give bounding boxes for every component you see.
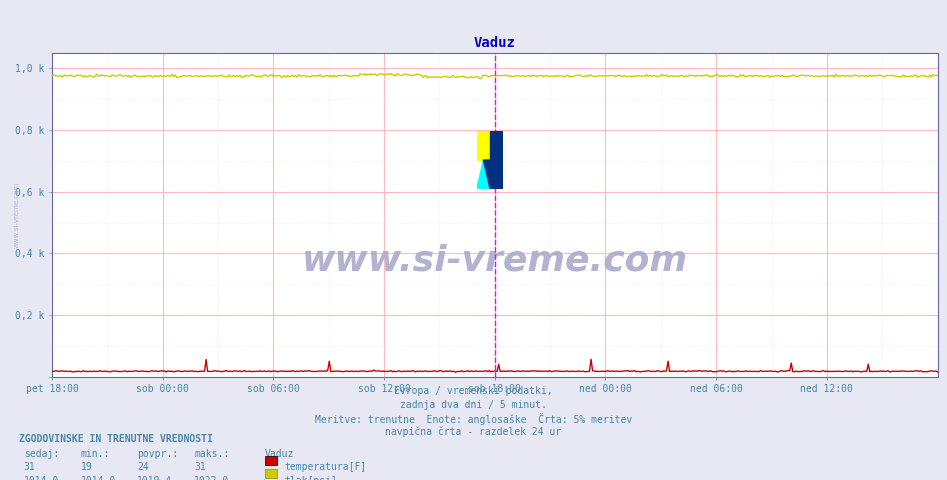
Text: 1022,0: 1022,0 [194, 476, 229, 480]
Text: min.:: min.: [80, 449, 110, 459]
Text: 24: 24 [137, 462, 149, 472]
Text: 1014,0: 1014,0 [24, 476, 59, 480]
Polygon shape [491, 131, 504, 160]
Text: povpr.:: povpr.: [137, 449, 178, 459]
Text: maks.:: maks.: [194, 449, 229, 459]
Text: zadnja dva dni / 5 minut.: zadnja dva dni / 5 minut. [400, 400, 547, 410]
Text: Vaduz: Vaduz [265, 449, 295, 459]
Text: 1014,0: 1014,0 [80, 476, 116, 480]
Text: 19: 19 [80, 462, 92, 472]
Bar [477, 131, 491, 160]
Polygon shape [484, 160, 504, 189]
Title: Vaduz: Vaduz [474, 36, 516, 50]
Text: sedaj:: sedaj: [24, 449, 59, 459]
Text: www.si-vreme.com: www.si-vreme.com [13, 182, 20, 248]
Text: temperatura[F]: temperatura[F] [284, 462, 366, 472]
Text: tlak[psi]: tlak[psi] [284, 476, 337, 480]
Text: ZGODOVINSKE IN TRENUTNE VREDNOSTI: ZGODOVINSKE IN TRENUTNE VREDNOSTI [19, 434, 213, 444]
Text: www.si-vreme.com: www.si-vreme.com [302, 243, 688, 277]
Text: 1019,4: 1019,4 [137, 476, 172, 480]
Text: 31: 31 [24, 462, 35, 472]
Text: navpična črta - razdelek 24 ur: navpična črta - razdelek 24 ur [385, 427, 562, 437]
Text: Meritve: trenutne  Enote: anglosaške  Črta: 5% meritev: Meritve: trenutne Enote: anglosaške Črta… [314, 413, 633, 425]
Polygon shape [477, 160, 491, 189]
Text: Evropa / vremenski podatki,: Evropa / vremenski podatki, [394, 386, 553, 396]
Text: 31: 31 [194, 462, 205, 472]
